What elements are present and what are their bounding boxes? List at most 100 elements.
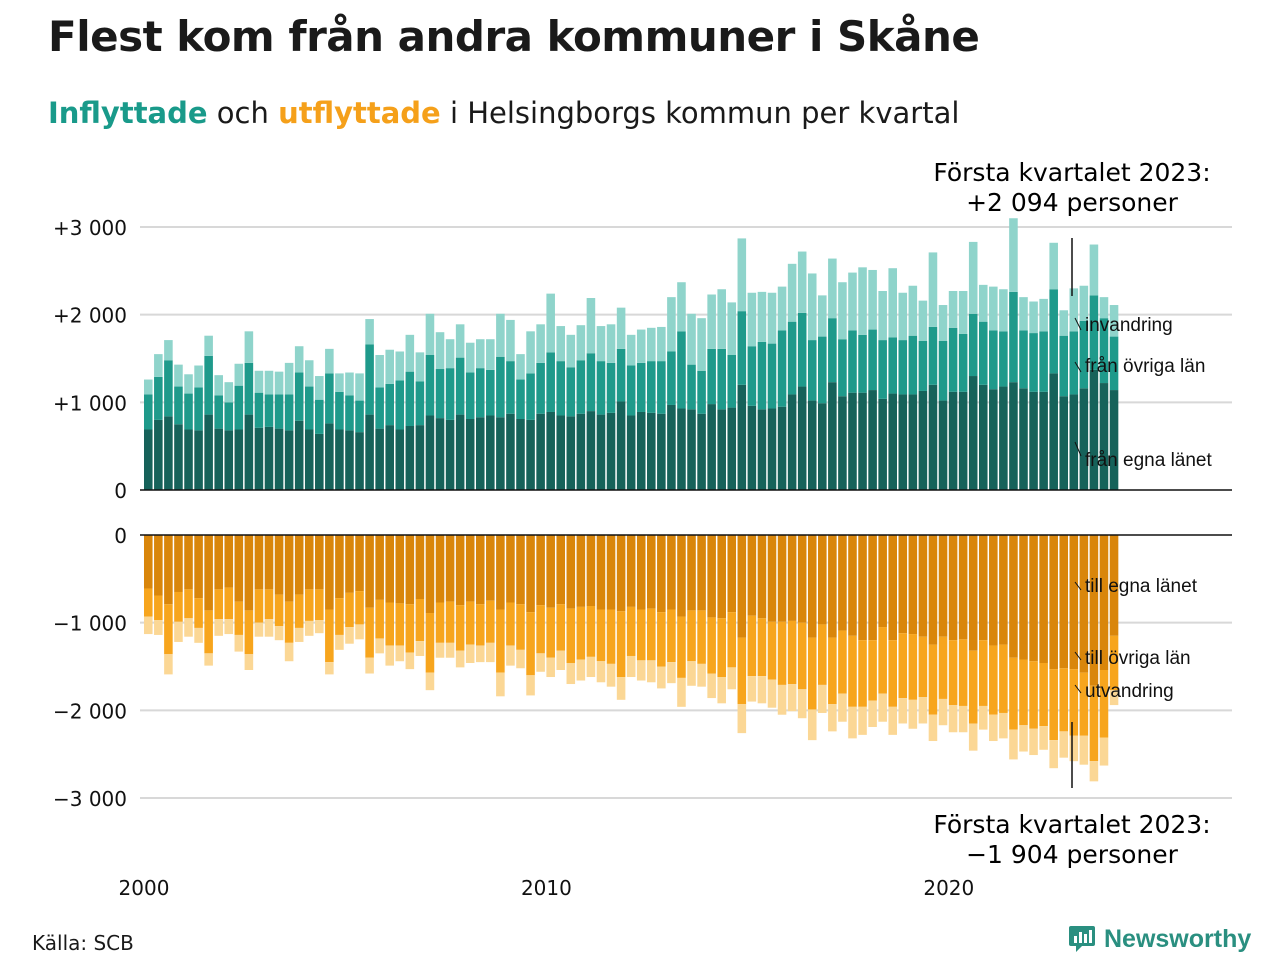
subtitle-connector: och: [216, 96, 269, 130]
bar-outflow-own-county: [164, 535, 173, 605]
bar-outflow-other-counties: [496, 609, 505, 673]
bar-inflow-other-counties: [355, 400, 364, 433]
bar-outflow-other-counties: [1089, 685, 1099, 762]
bar-outflow-own-county: [274, 535, 284, 595]
bar-outflow-emigration: [536, 653, 545, 672]
bar-outflow-other-counties: [435, 602, 445, 643]
bar-inflow-own-county: [717, 409, 726, 490]
bar-outflow-own-county: [626, 535, 636, 607]
bar-outflow-own-county: [244, 535, 254, 611]
bar-inflow-other-counties: [687, 364, 696, 410]
bar-outflow-own-county: [486, 535, 495, 601]
bar-outflow-other-counties: [1099, 670, 1109, 738]
bar-outflow-emigration: [576, 659, 586, 681]
bar-inflow-other-counties: [375, 387, 384, 429]
bar-outflow-other-counties: [486, 600, 495, 643]
bar-outflow-emigration: [194, 627, 203, 643]
bar-inflow-other-counties: [1069, 331, 1079, 395]
bar-outflow-other-counties: [174, 591, 183, 622]
bar-outflow-emigration: [717, 677, 726, 704]
bar-inflow-other-counties: [194, 387, 203, 431]
bar-outflow-other-counties: [838, 630, 847, 694]
series-label: utvandring: [1085, 681, 1174, 702]
bar-outflow-other-counties: [576, 606, 586, 660]
bar-inflow-other-counties: [938, 340, 948, 401]
bar-outflow-other-counties: [787, 620, 797, 685]
bar-inflow-own-county: [828, 382, 837, 490]
bar-inflow-immigration: [928, 252, 938, 327]
bar-outflow-emigration: [647, 660, 656, 683]
y-tick-label-bottom: −2 000: [53, 699, 127, 723]
bar-outflow-other-counties: [244, 610, 254, 655]
bar-inflow-immigration: [385, 349, 394, 384]
bar-outflow-other-counties: [1069, 669, 1079, 736]
bar-outflow-own-county: [727, 535, 737, 613]
bar-inflow-own-county: [697, 413, 706, 490]
bar-outflow-own-county: [144, 535, 153, 589]
bar-outflow-emigration: [868, 700, 877, 727]
bar-inflow-immigration: [586, 298, 596, 354]
bar-outflow-emigration: [345, 627, 354, 644]
bar-inflow-own-county: [214, 428, 223, 490]
bar-outflow-emigration: [425, 672, 435, 691]
bar-inflow-own-county: [405, 426, 415, 490]
bar-inflow-own-county: [616, 401, 626, 490]
bar-inflow-own-county: [315, 433, 324, 490]
bar-outflow-emigration: [445, 642, 455, 658]
bar-outflow-emigration: [204, 653, 213, 666]
bar-outflow-emigration: [596, 661, 606, 683]
bar-inflow-own-county: [355, 432, 364, 490]
bar-outflow-emigration: [395, 645, 405, 662]
bar-inflow-other-counties: [999, 331, 1008, 387]
bar-inflow-immigration: [274, 371, 284, 395]
bar-inflow-other-counties: [425, 354, 435, 416]
bar-inflow-other-counties: [978, 321, 988, 385]
bar-outflow-emigration: [797, 689, 807, 719]
bar-inflow-own-county: [455, 414, 465, 490]
bar-inflow-immigration: [465, 342, 475, 373]
x-tick-label: 2010: [521, 876, 572, 900]
bar-inflow-immigration: [1059, 310, 1069, 336]
bar-inflow-immigration: [556, 326, 566, 362]
bar-outflow-emigration: [174, 621, 183, 642]
bar-outflow-emigration: [475, 645, 485, 663]
bar-inflow-own-county: [284, 430, 294, 490]
y-tick-label-top: +2 000: [53, 304, 127, 328]
bar-outflow-own-county: [586, 535, 596, 607]
bar-outflow-other-counties: [516, 604, 525, 650]
bar-inflow-own-county: [667, 404, 676, 490]
bar-inflow-own-county: [878, 398, 887, 490]
bar-inflow-other-counties: [455, 357, 465, 415]
bar-inflow-own-county: [325, 423, 334, 490]
bar-outflow-own-county: [415, 535, 425, 599]
subtitle-inflow-label: Inflyttade: [48, 96, 208, 130]
bar-outflow-other-counties: [1059, 668, 1069, 732]
bar-inflow-immigration: [878, 290, 887, 341]
bar-inflow-other-counties: [989, 330, 998, 390]
bar-inflow-immigration: [204, 335, 213, 356]
bar-inflow-own-county: [687, 409, 696, 490]
bar-outflow-emigration: [375, 638, 384, 654]
bar-inflow-immigration: [546, 293, 555, 353]
bar-inflow-other-counties: [214, 395, 223, 429]
bar-outflow-other-counties: [405, 604, 415, 653]
bar-outflow-other-counties: [415, 598, 425, 642]
bar-inflow-immigration: [496, 313, 505, 357]
bar-inflow-other-counties: [506, 361, 515, 414]
bar-outflow-emigration: [415, 641, 425, 656]
bar-inflow-own-county: [807, 400, 817, 490]
series-label: till övriga län: [1085, 648, 1191, 669]
bar-inflow-immigration: [325, 348, 334, 374]
bar-outflow-other-counties: [707, 617, 716, 674]
bar-inflow-immigration: [898, 292, 908, 341]
bar-outflow-other-counties: [1029, 661, 1038, 729]
bar-outflow-other-counties: [737, 637, 747, 705]
bar-inflow-other-counties: [1029, 333, 1038, 392]
bar-outflow-other-counties: [898, 633, 908, 699]
bar-inflow-own-county: [415, 425, 425, 490]
bar-inflow-immigration: [999, 289, 1008, 332]
bar-outflow-own-county: [777, 535, 787, 622]
bar-inflow-other-counties: [264, 394, 274, 427]
bar-outflow-other-counties: [687, 610, 696, 662]
